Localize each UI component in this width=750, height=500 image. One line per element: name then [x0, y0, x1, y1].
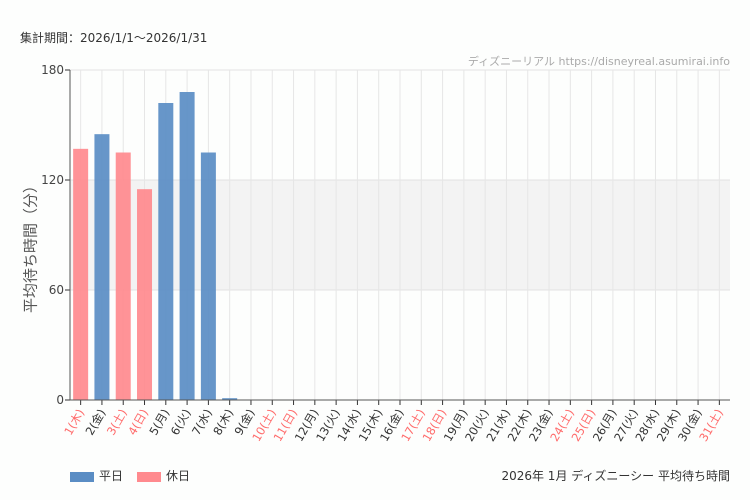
y-tick-label: 120: [41, 173, 64, 187]
x-tick-label: 1(木): [61, 407, 87, 438]
x-tick-label: 4(日): [125, 407, 151, 438]
legend-label: 休日: [166, 469, 191, 483]
bar-3[interactable]: [115, 152, 131, 401]
y-tick-label: 0: [56, 393, 64, 407]
legend-holiday[interactable]: 休日: [137, 467, 190, 484]
bar-5[interactable]: [158, 103, 174, 400]
legend-label: 平日: [99, 469, 124, 483]
legend: 平日 休日: [70, 467, 190, 484]
y-tick-label: 60: [49, 283, 64, 297]
x-tick-label: 5(月): [146, 407, 172, 438]
watermark: ディズニーリアル https://disneyreal.asumirai.inf…: [467, 55, 730, 68]
y-tick-label: 180: [41, 63, 64, 77]
x-tick-label: 3(土): [104, 407, 130, 438]
chart-caption: 2026年 1月 ディズニーシー 平均待ち時間: [501, 469, 730, 483]
bar-2[interactable]: [94, 134, 110, 400]
bar-6[interactable]: [179, 92, 195, 400]
x-tick-label: 2(金): [83, 407, 109, 438]
x-tick-label: 7(水): [189, 407, 215, 438]
bar-8[interactable]: [222, 398, 238, 400]
bar-1[interactable]: [73, 148, 89, 400]
x-tick-label: 6(火): [168, 407, 194, 438]
bar-7[interactable]: [200, 152, 216, 401]
legend-swatch-holiday: [137, 471, 162, 482]
x-tick-label: 8(木): [210, 407, 236, 438]
bar-4[interactable]: [137, 189, 153, 400]
legend-swatch-weekday: [70, 471, 94, 482]
period-label: 集計期間：2026/1/1〜2026/1/31: [20, 31, 208, 45]
legend-weekday[interactable]: 平日: [70, 467, 123, 484]
